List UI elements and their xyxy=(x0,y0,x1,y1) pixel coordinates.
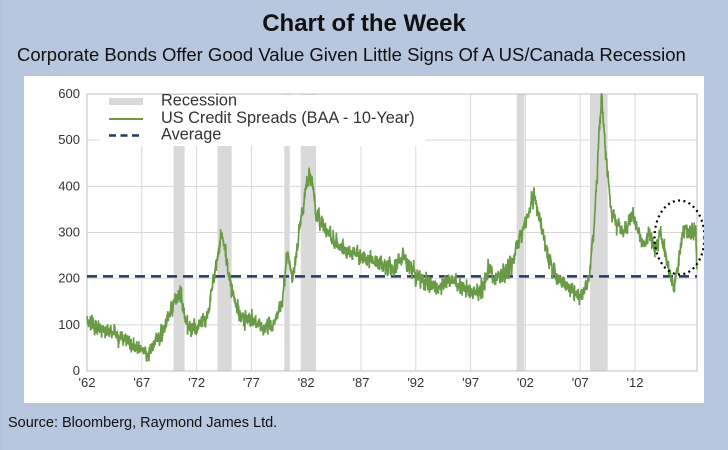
svg-text:'82: '82 xyxy=(298,375,315,390)
svg-text:'12: '12 xyxy=(627,375,644,390)
svg-text:US Credit Spreads (BAA - 10-Ye: US Credit Spreads (BAA - 10-Year) xyxy=(161,109,415,127)
svg-text:500: 500 xyxy=(58,132,80,147)
svg-text:'02: '02 xyxy=(517,375,534,390)
svg-text:'67: '67 xyxy=(133,375,150,390)
svg-text:'62: '62 xyxy=(79,375,96,390)
svg-text:600: 600 xyxy=(58,86,80,101)
svg-text:Recession: Recession xyxy=(161,92,237,110)
svg-text:100: 100 xyxy=(58,317,80,332)
svg-text:200: 200 xyxy=(58,271,80,286)
svg-text:300: 300 xyxy=(58,225,80,240)
svg-text:'72: '72 xyxy=(188,375,205,390)
svg-text:'87: '87 xyxy=(353,375,370,390)
svg-text:400: 400 xyxy=(58,178,80,193)
svg-text:'77: '77 xyxy=(243,375,260,390)
svg-text:'07: '07 xyxy=(572,375,589,390)
svg-text:'92: '92 xyxy=(407,375,424,390)
svg-text:Average: Average xyxy=(161,126,221,144)
svg-text:'97: '97 xyxy=(462,375,479,390)
